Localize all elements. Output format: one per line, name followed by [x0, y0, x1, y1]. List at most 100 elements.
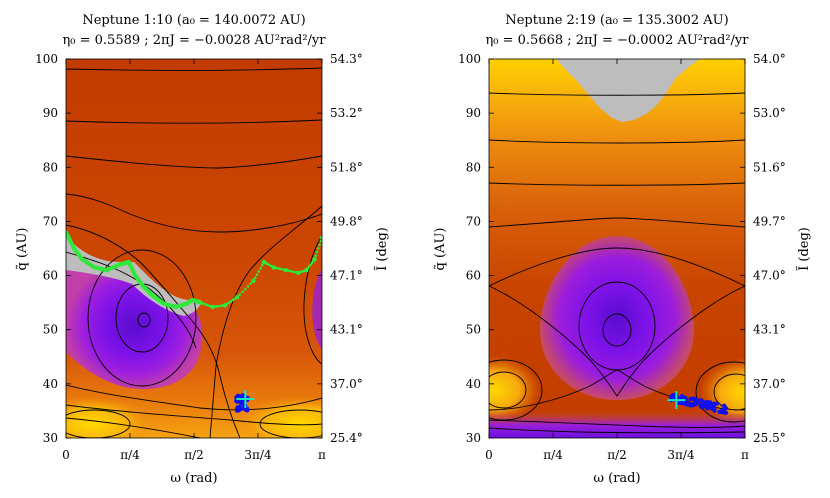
- y-tick-label: 40: [466, 377, 481, 391]
- y2-tick-label: 51.8°: [330, 160, 363, 174]
- orbit-point-green: [288, 269, 292, 273]
- y2-tick-label: 49.8°: [330, 214, 363, 228]
- y2-tick-label: 53.2°: [330, 106, 363, 120]
- orbit-point-green: [229, 299, 233, 303]
- x-tick-label: π/2: [184, 448, 204, 462]
- orbit-point-green: [253, 276, 257, 280]
- chart-subtitle: η₀ = 0.5668 ; 2πJ = −0.0002 AU²rad²/yr: [486, 33, 750, 48]
- orbit-point-green: [171, 304, 177, 309]
- x-tick-label: 0: [62, 448, 70, 462]
- orbit-point-blue: [240, 393, 245, 398]
- y2-tick-label: 53.0°: [753, 106, 786, 120]
- orbit-point-green: [90, 263, 95, 269]
- orbit-point-blue: [722, 407, 727, 412]
- y-axis-label: q̃ (AU): [15, 228, 30, 271]
- orbit-point-green: [102, 267, 107, 272]
- orbit-point-green: [70, 243, 75, 248]
- y2-tick-label: 51.6°: [753, 160, 786, 174]
- y2-tick-label: 43.1°: [753, 323, 786, 337]
- y-tick-label: 90: [466, 106, 481, 120]
- chart-title: Neptune 2:19 (a₀ = 135.3002 AU): [505, 13, 728, 28]
- orbit-point-green: [196, 299, 202, 305]
- orbit-point-blue: [708, 400, 713, 405]
- orbit-point-blue: [678, 401, 683, 406]
- orbit-point-green: [159, 299, 164, 305]
- y-tick-label: 100: [35, 52, 58, 66]
- y-tick-label: 80: [43, 160, 58, 174]
- low-energy-lobe: [238, 396, 322, 438]
- x-axis-label: ω (rad): [593, 471, 640, 486]
- y2-tick-label: 54.3°: [330, 52, 363, 66]
- orbit-point-green: [316, 247, 320, 250]
- orbit-point-green: [221, 304, 225, 307]
- x-tick-label: π: [741, 448, 749, 462]
- orbit-point-blue: [702, 404, 707, 409]
- orbit-point-green: [148, 290, 153, 296]
- y2-tick-label: 47.1°: [330, 269, 363, 283]
- orbit-point-blue: [235, 408, 240, 413]
- y2-tick-label: 43.1°: [330, 323, 363, 337]
- y2-tick-label: 25.4°: [330, 431, 363, 445]
- y2-axis-label: Ĩ (deg): [796, 227, 812, 271]
- y2-axis-label: Ĩ (deg): [374, 227, 390, 271]
- x-tick-label: 3π/4: [244, 448, 272, 462]
- orbit-point-green: [309, 263, 312, 267]
- x-axis-label: ω (rad): [170, 471, 217, 486]
- orbit-point-green: [286, 269, 290, 272]
- energy-background: [66, 59, 322, 438]
- orbit-point-green: [319, 239, 322, 243]
- x-tick-label: π/2: [607, 448, 627, 462]
- orbit-point-green: [201, 302, 204, 305]
- orbit-point-green: [131, 271, 137, 276]
- orbit-point-green: [205, 303, 208, 307]
- y-tick-label: 90: [43, 106, 58, 120]
- y2-tick-label: 25.5°: [753, 431, 786, 445]
- orbit-point-blue: [235, 405, 240, 410]
- x-tick-label: 3π/4: [667, 448, 695, 462]
- orbit-point-green: [249, 282, 253, 285]
- orbit-point-blue: [698, 397, 703, 402]
- y2-tick-label: 49.7°: [753, 214, 786, 228]
- orbit-point-green: [219, 304, 223, 308]
- y-tick-label: 70: [43, 214, 58, 228]
- axes-panel-1: 0 π/4 π/2 3π/4 π 30 40 50 60 70 80 90 100 54.3° 53.2° 5…: [35, 52, 363, 462]
- orbit-point-green: [282, 268, 286, 272]
- y-tick-label: 50: [466, 323, 481, 337]
- orbits-panel-1: [66, 230, 322, 413]
- orbit-point-blue: [708, 404, 713, 409]
- y-tick-label: 70: [466, 214, 481, 228]
- orbit-point-green: [215, 305, 219, 308]
- forbidden-region: [556, 59, 700, 122]
- y-tick-label: 30: [43, 431, 58, 445]
- y-tick-label: 60: [466, 269, 481, 283]
- orbit-point-blue: [698, 404, 703, 409]
- orbit-point-green: [276, 267, 280, 270]
- orbit-point-green: [259, 267, 262, 270]
- orbit-point-green: [278, 267, 282, 271]
- low-energy-lobe: [66, 396, 152, 438]
- orbit-point-green: [270, 265, 274, 268]
- y-tick-label: 40: [43, 377, 58, 391]
- orbit-point-green: [227, 301, 231, 304]
- orbit-point-green: [243, 287, 247, 291]
- orbit-point-blue: [683, 395, 688, 400]
- heatmap-2: [489, 59, 745, 438]
- x-tick-label: π: [318, 448, 326, 462]
- orbits-panel-2: [667, 391, 729, 416]
- orbit-point-green: [238, 293, 242, 296]
- orbit-point-green: [231, 298, 235, 302]
- orbit-point-blue: [670, 395, 675, 400]
- orbit-point-green: [241, 290, 244, 294]
- x-tick-label: 0: [485, 448, 493, 462]
- orbit-point-green: [114, 263, 120, 268]
- orbit-point-green: [280, 267, 284, 271]
- orbit-point-green: [217, 304, 221, 308]
- orbit-point-blue: [713, 401, 718, 406]
- x-tick-label: π/4: [120, 448, 140, 462]
- orbit-point-green: [225, 302, 229, 306]
- orbit-point-green: [303, 269, 307, 272]
- orbit-point-green: [290, 270, 294, 273]
- y-tick-label: 60: [43, 269, 58, 283]
- panel-neptune-2-19: 0 π/4 π/2 3π/4 π 30 40 50 60 70 80 90 100 54.0° 53.0° 5…: [433, 13, 812, 486]
